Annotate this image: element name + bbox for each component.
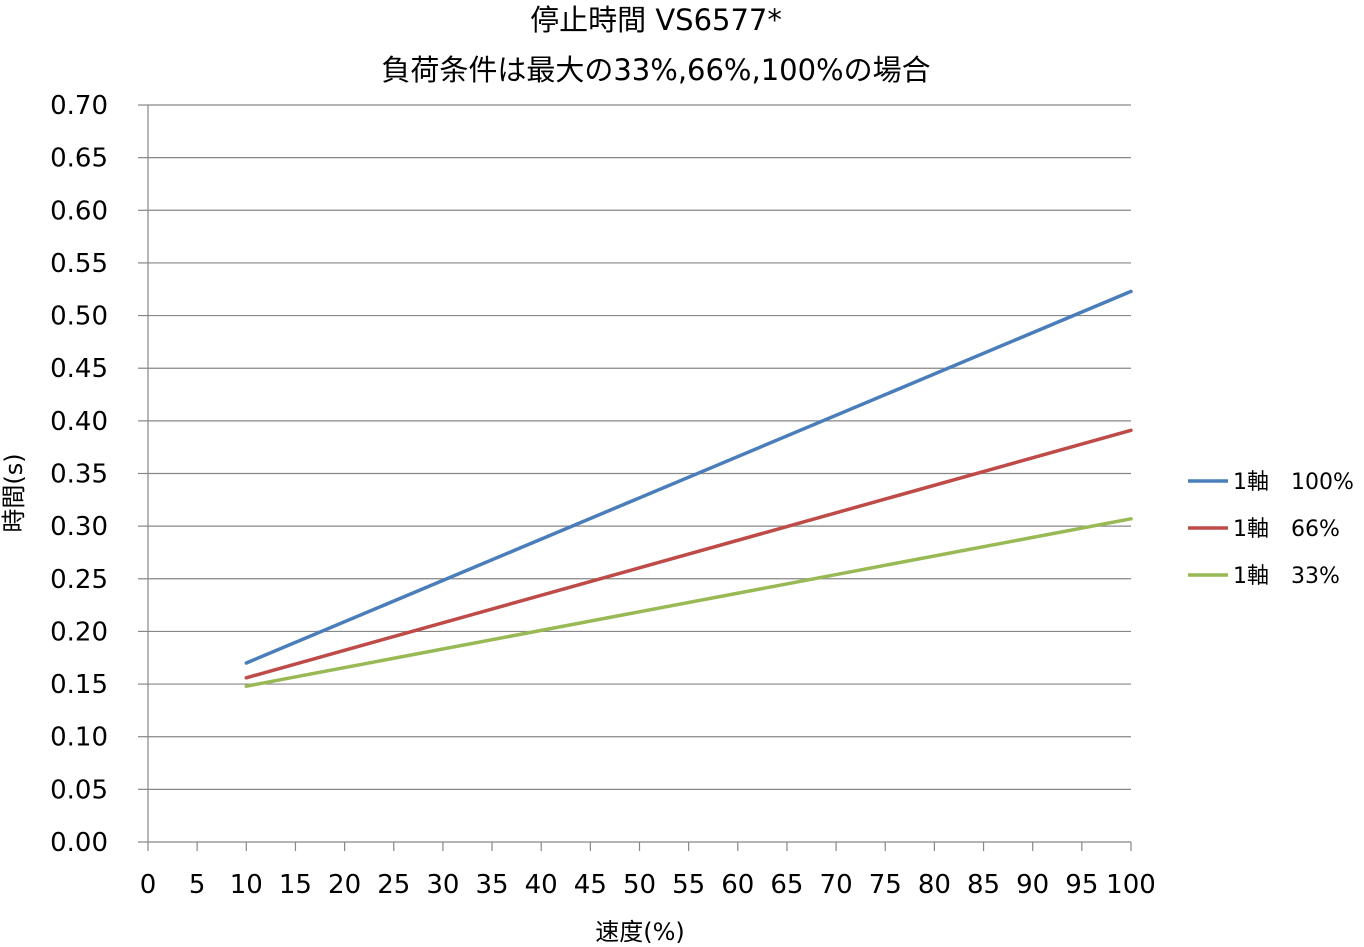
y-tick-label: 0.15 xyxy=(50,670,108,700)
x-tick-label: 0 xyxy=(140,870,157,900)
gridlines xyxy=(138,104,1131,843)
y-tick-labels: 0.00 0.05 0.10 0.15 0.20 0.25 0.30 0.35 0.40 0.45… xyxy=(50,91,108,858)
y-tick-label: 0.35 xyxy=(50,460,108,490)
series-line xyxy=(244,517,1133,688)
x-tick-label: 10 xyxy=(230,870,263,900)
x-tick-label: 60 xyxy=(721,870,754,900)
x-tick-label: 95 xyxy=(1065,870,1098,900)
y-tick-label: 0.40 xyxy=(50,407,108,437)
x-tick-label: 30 xyxy=(426,870,459,900)
legend-label: 1軸 100% xyxy=(1233,470,1354,495)
y-tick-label: 0.05 xyxy=(50,775,108,805)
axes xyxy=(147,105,1132,851)
chart-title-line-1: 停止時間 VS6577* xyxy=(530,3,782,37)
legend: 1軸 100% 1軸 66% 1軸 33% xyxy=(1188,470,1354,589)
x-tick-label: 100 xyxy=(1106,870,1156,900)
legend-label: 1軸 66% xyxy=(1233,517,1340,542)
chart-title-line-2: 負荷条件は最大の33%,66%,100%の場合 xyxy=(381,53,930,87)
x-tick-label: 65 xyxy=(770,870,803,900)
x-tick-label: 25 xyxy=(377,870,410,900)
series-line xyxy=(244,428,1133,680)
legend-label: 1軸 33% xyxy=(1233,564,1340,589)
x-tick-label: 45 xyxy=(574,870,607,900)
x-tick-label: 70 xyxy=(820,870,853,900)
x-tick-label: 75 xyxy=(869,870,902,900)
y-tick-label: 0.10 xyxy=(50,723,108,753)
x-tick-label: 90 xyxy=(1016,870,1049,900)
y-tick-label: 0.00 xyxy=(50,828,108,858)
y-tick-label: 0.50 xyxy=(50,302,108,332)
x-tick-label: 50 xyxy=(623,870,656,900)
x-tick-label: 85 xyxy=(967,870,1000,900)
y-tick-label: 0.25 xyxy=(50,565,108,595)
y-tick-label: 0.60 xyxy=(50,196,108,226)
x-tick-label: 5 xyxy=(189,870,206,900)
series-line xyxy=(244,289,1133,665)
x-tick-label: 20 xyxy=(328,870,361,900)
y-tick-label: 0.45 xyxy=(50,354,108,384)
series-lines xyxy=(244,289,1133,688)
x-tick-label: 40 xyxy=(525,870,558,900)
y-tick-label: 0.65 xyxy=(50,144,108,174)
x-tick-label: 15 xyxy=(279,870,312,900)
x-tick-label: 55 xyxy=(672,870,705,900)
y-axis-label: 時間(s) xyxy=(0,453,28,532)
y-tick-label: 0.55 xyxy=(50,249,108,279)
y-tick-label: 0.70 xyxy=(50,91,108,121)
y-tick-label: 0.20 xyxy=(50,617,108,647)
x-axis-label: 速度(%) xyxy=(595,918,685,946)
x-tick-label: 35 xyxy=(476,870,509,900)
x-tick-labels: 0 5 10 15 20 25 30 35 40 45 50 55 60 65 70 75 80 85 90 95 10… xyxy=(140,870,1156,900)
y-tick-label: 0.30 xyxy=(50,512,108,542)
x-tick-label: 80 xyxy=(918,870,951,900)
